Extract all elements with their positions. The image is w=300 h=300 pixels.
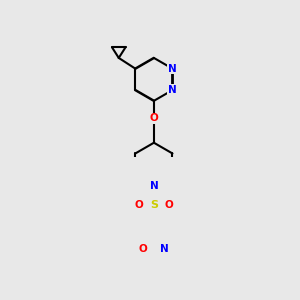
Text: N: N [160,244,169,254]
Text: N: N [168,85,177,95]
Text: S: S [150,200,158,210]
Text: N: N [149,181,158,190]
Text: N: N [168,64,177,74]
Text: O: O [139,244,147,254]
Text: O: O [149,113,158,123]
Text: O: O [135,200,144,210]
Text: O: O [164,200,173,210]
